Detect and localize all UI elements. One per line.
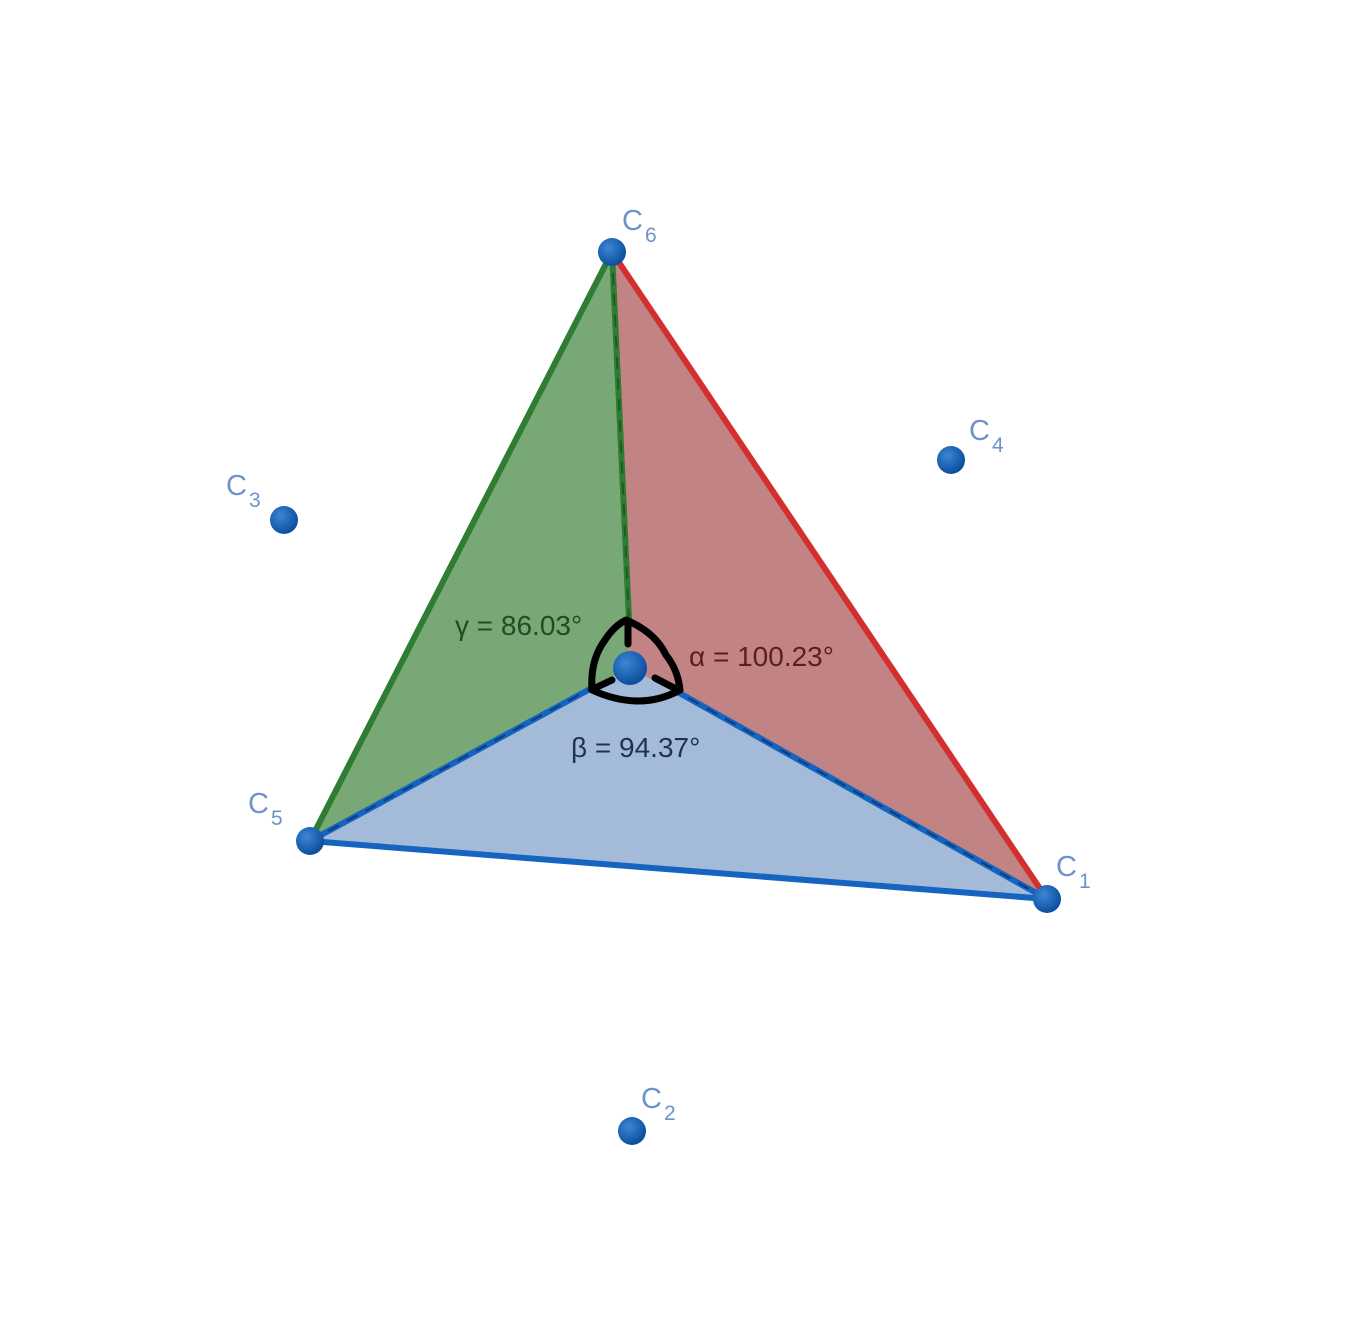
label-c3: C3 xyxy=(226,470,261,512)
gamma-label: γ = 86.03° xyxy=(455,610,582,641)
point-apex xyxy=(613,651,647,685)
label-c1: C1 xyxy=(1056,851,1091,893)
label-c4: C4 xyxy=(969,415,1004,457)
alpha-label: α = 100.23° xyxy=(689,641,834,672)
point-c6 xyxy=(598,238,626,266)
point-c2 xyxy=(618,1117,646,1145)
label-c5: C5 xyxy=(248,788,283,830)
point-c4 xyxy=(937,446,965,474)
point-c3 xyxy=(270,506,298,534)
point-c5 xyxy=(296,827,324,855)
point-c1 xyxy=(1033,885,1061,913)
beta-label: β = 94.37° xyxy=(571,732,700,763)
label-c6: C6 xyxy=(622,205,657,247)
label-c2: C2 xyxy=(641,1083,676,1125)
